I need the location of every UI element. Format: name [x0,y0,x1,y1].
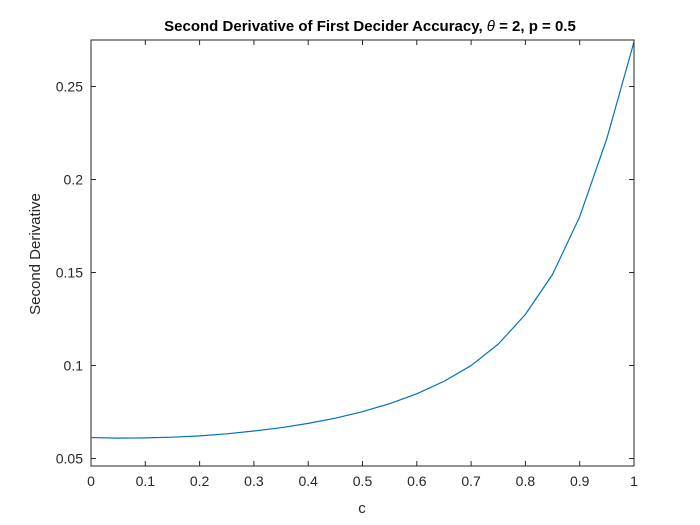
axes-box [90,39,635,467]
series-layer [90,41,635,439]
x-tick-label: 0.1 [136,473,156,489]
plot-area [90,39,635,467]
y-axis-ticks: 0.05 0.1 0.15 0.2 0.25 [56,79,634,467]
x-axis-ticks: 0 0.1 0.2 0.3 0.4 0.5 0.6 0.7 0.8 0.9 1 [87,40,638,489]
chart-title-theta: θ [487,18,495,35]
x-tick-label: 0.4 [298,473,318,489]
x-tick-label: 0 [87,473,95,489]
y-axis-label: Second Derivative [27,193,44,315]
y-tick-label: 0.05 [56,451,83,467]
series-line [90,41,635,439]
chart-title-suffix: = 2, p = 0.5 [495,18,576,35]
x-tick-label: 0.8 [516,473,536,489]
x-tick-label: 0.7 [461,473,481,489]
chart-title: Second Derivative of First Decider Accur… [164,18,576,35]
chart-title-prefix: Second Derivative of First Decider Accur… [164,18,487,35]
x-tick-label: 0.3 [244,473,264,489]
x-tick-label: 0.2 [190,473,210,489]
x-tick-label: 0.9 [570,473,590,489]
y-tick-label: 0.25 [56,79,83,95]
x-tick-label: 1 [630,473,638,489]
y-tick-label: 0.2 [64,172,84,188]
y-tick-label: 0.1 [64,358,84,374]
x-tick-label: 0.6 [407,473,427,489]
x-tick-label: 0.5 [353,473,373,489]
x-axis-label: c [358,500,366,517]
y-tick-label: 0.15 [56,265,83,281]
